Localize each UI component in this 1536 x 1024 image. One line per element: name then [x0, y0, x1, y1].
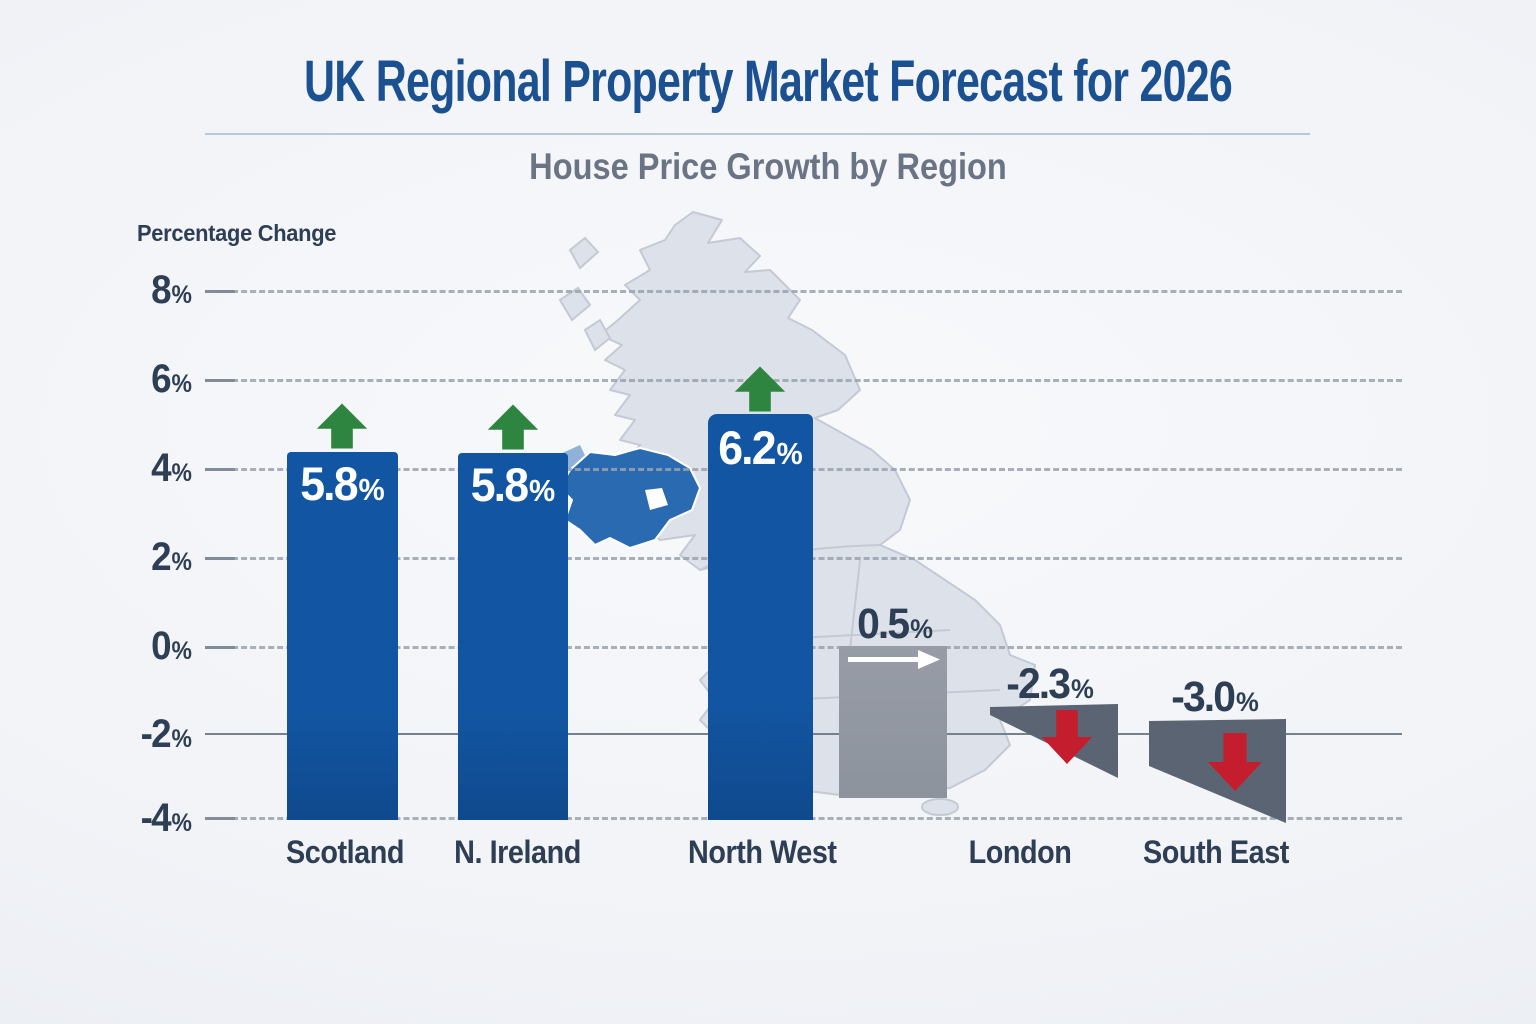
page-title: UK Regional Property Market Forecast for…	[304, 49, 1233, 114]
bar-n-ireland	[458, 453, 568, 820]
stable-value-label: 0.5%	[857, 600, 933, 648]
x-label-south-east: South East	[1143, 834, 1289, 870]
n-ireland-value-label: 5.8%	[470, 458, 556, 511]
london-down-arrow-icon	[1041, 710, 1093, 764]
scotland-value-label: 5.8%	[300, 457, 385, 510]
lough-neagh-cutout	[645, 488, 668, 510]
x-label-north-west: North West	[688, 834, 837, 870]
x-label-scotland: Scotland	[285, 834, 405, 870]
flat-right-arrow-icon	[848, 650, 940, 669]
chart-subtitle: House Price Growth by Region	[529, 146, 1007, 187]
y-tick-6: 6%	[151, 357, 192, 401]
gridline-6pct	[205, 379, 1402, 382]
y-tick-minus4: -4%	[140, 796, 192, 840]
title-divider	[205, 133, 1310, 135]
south-east-down-arrow-icon	[1207, 733, 1263, 791]
y-tick-8: 8%	[151, 268, 192, 312]
north-west-value-label: 6.2%	[718, 421, 803, 474]
london-value-label: -2.3%	[1006, 660, 1094, 708]
y-tick-4: 4%	[151, 446, 192, 490]
south-east-value-label: -3.0%	[1171, 673, 1259, 721]
scotland-up-arrow-icon	[316, 403, 368, 449]
n-ireland-up-arrow-icon	[487, 404, 539, 450]
y-tick-2: 2%	[151, 535, 192, 579]
bar-north-west	[708, 414, 813, 820]
x-label-london: London	[968, 834, 1072, 870]
y-tick-minus2: -2%	[140, 712, 192, 756]
y-axis-title: Percentage Change	[137, 220, 337, 246]
bar-stable-region	[839, 646, 947, 798]
north-west-up-arrow-icon	[734, 366, 786, 412]
gridline-8pct	[205, 290, 1402, 293]
y-tick-0: 0%	[151, 624, 192, 668]
bar-scotland	[287, 452, 398, 820]
x-label-n-ireland: N. Ireland	[454, 834, 581, 870]
